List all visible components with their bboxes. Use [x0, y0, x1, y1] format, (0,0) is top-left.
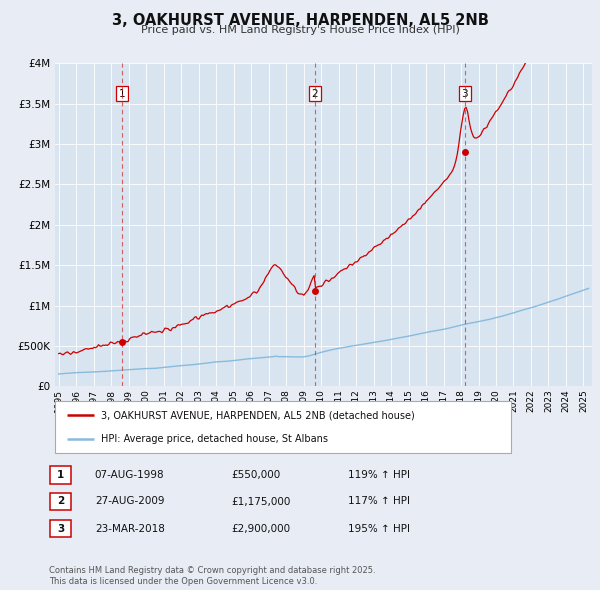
Text: 119% ↑ HPI: 119% ↑ HPI — [348, 470, 410, 480]
Text: 1: 1 — [118, 89, 125, 99]
FancyBboxPatch shape — [50, 466, 71, 484]
FancyBboxPatch shape — [50, 493, 71, 510]
Text: 195% ↑ HPI: 195% ↑ HPI — [348, 524, 410, 533]
FancyBboxPatch shape — [50, 520, 71, 537]
Text: 07-AUG-1998: 07-AUG-1998 — [95, 470, 164, 480]
Text: Price paid vs. HM Land Registry's House Price Index (HPI): Price paid vs. HM Land Registry's House … — [140, 25, 460, 35]
Text: 23-MAR-2018: 23-MAR-2018 — [95, 524, 164, 533]
FancyBboxPatch shape — [55, 401, 511, 453]
Text: £1,175,000: £1,175,000 — [231, 497, 290, 506]
Text: 1: 1 — [57, 470, 64, 480]
Text: 3: 3 — [57, 524, 64, 533]
Text: 3, OAKHURST AVENUE, HARPENDEN, AL5 2NB: 3, OAKHURST AVENUE, HARPENDEN, AL5 2NB — [112, 13, 488, 28]
Text: 117% ↑ HPI: 117% ↑ HPI — [348, 497, 410, 506]
Text: £550,000: £550,000 — [231, 470, 280, 480]
Text: 3, OAKHURST AVENUE, HARPENDEN, AL5 2NB (detached house): 3, OAKHURST AVENUE, HARPENDEN, AL5 2NB (… — [101, 410, 415, 420]
Text: 3: 3 — [461, 89, 468, 99]
Text: £2,900,000: £2,900,000 — [231, 524, 290, 533]
Text: 2: 2 — [311, 89, 318, 99]
Text: Contains HM Land Registry data © Crown copyright and database right 2025.
This d: Contains HM Land Registry data © Crown c… — [49, 566, 376, 586]
Text: 27-AUG-2009: 27-AUG-2009 — [95, 497, 164, 506]
Text: HPI: Average price, detached house, St Albans: HPI: Average price, detached house, St A… — [101, 434, 328, 444]
Text: 2: 2 — [57, 497, 64, 506]
